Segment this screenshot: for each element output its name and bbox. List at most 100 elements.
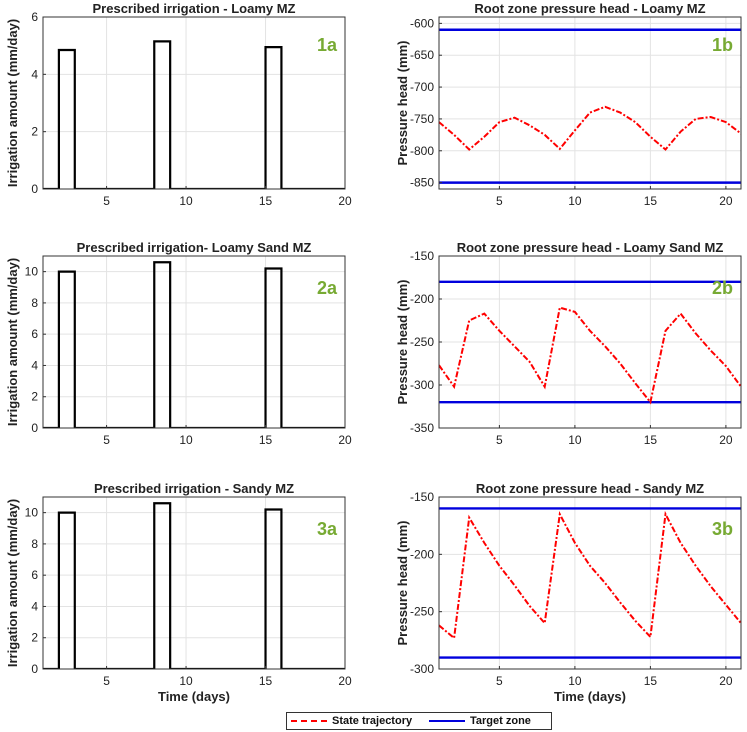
tick-label-x: 15 — [644, 194, 658, 208]
chart-title-1a: Prescribed irrigation - Loamy MZ — [93, 1, 296, 16]
tick-label-x: 10 — [179, 433, 193, 447]
tick-label-x: 5 — [496, 674, 503, 688]
tick-label-x: 5 — [103, 194, 110, 208]
axes-box — [438, 496, 742, 670]
plot-area-3b — [439, 507, 741, 659]
state-trajectory-2b — [439, 306, 741, 405]
tick-label-y: -200 — [410, 547, 434, 561]
plot-area-1b — [439, 28, 741, 184]
panel-label-2a: 2a — [317, 278, 338, 298]
tick-label-y: -800 — [410, 144, 434, 158]
tick-label-y: 10 — [25, 265, 39, 279]
tick-label-x: 10 — [179, 674, 193, 688]
bar-2a-0 — [59, 272, 75, 428]
tick-label-x: 10 — [179, 194, 193, 208]
tick-label-x: 15 — [644, 674, 658, 688]
bar-1a-2 — [266, 47, 282, 189]
legend-item-state: State trajectory — [291, 713, 412, 729]
axes-box — [42, 496, 346, 670]
x-axis-label-3a: Time (days) — [158, 689, 230, 704]
panel-3b: 5 10 15 20 -300 -250 -200 -150 Root zone pressur… — [395, 481, 742, 704]
irrigation-series — [43, 261, 345, 428]
tick-label-y: -250 — [410, 335, 434, 349]
chart-title-3b: Root zone pressure head - Sandy MZ — [476, 481, 704, 496]
bar-3a-0 — [59, 513, 75, 669]
bar-1a-1 — [154, 41, 170, 189]
panel-label-2b: 2b — [712, 278, 733, 298]
panel-1b: 5 10 15 20 -850 -800 -750 -700 -650 -600 Root zone… — [395, 1, 742, 208]
tick-label-y: -250 — [410, 605, 434, 619]
tick-label-x: 15 — [644, 433, 658, 447]
tick-label-y: -350 — [410, 421, 434, 435]
tick-label-y: 6 — [31, 568, 38, 582]
bar-2a-2 — [266, 269, 282, 428]
tick-label-x: 20 — [719, 433, 733, 447]
tick-label-y: 4 — [31, 599, 38, 613]
axes-box — [42, 255, 346, 429]
tick-label-x: 20 — [338, 194, 352, 208]
tick-label-x: 10 — [568, 433, 582, 447]
tick-label-y: -650 — [410, 48, 434, 62]
tick-label-x: 15 — [259, 674, 273, 688]
chart-title-1b: Root zone pressure head - Loamy MZ — [474, 1, 705, 16]
chart-title-2a: Prescribed irrigation- Loamy Sand MZ — [77, 240, 312, 255]
tick-label-x: 5 — [103, 433, 110, 447]
legend-line-target — [429, 720, 465, 722]
plot-area-2a — [43, 261, 345, 428]
y-axis-label-2b: Pressure head (mm) — [395, 280, 410, 405]
tick-label-y: -300 — [410, 378, 434, 392]
panel-label-1b: 1b — [712, 35, 733, 55]
tick-label-x: 20 — [338, 433, 352, 447]
plot-area-3a — [43, 502, 345, 669]
tick-label-y: -150 — [410, 490, 434, 504]
state-trajectory-3b — [439, 510, 741, 640]
legend-label-state: State trajectory — [332, 715, 413, 727]
tick-label-y: 6 — [31, 327, 38, 341]
irrigation-series — [43, 502, 345, 669]
state-trajectory-1b — [439, 105, 741, 151]
tick-label-y: 0 — [31, 182, 38, 196]
tick-label-x: 20 — [719, 674, 733, 688]
tick-label-y: 8 — [31, 296, 38, 310]
tick-label-y: 8 — [31, 537, 38, 551]
chart-title-2b: Root zone pressure head - Loamy Sand MZ — [457, 240, 724, 255]
y-axis-label-3a: Irrigation amount (mm/day) — [5, 499, 20, 667]
tick-label-x: 5 — [103, 674, 110, 688]
tick-label-y: 2 — [31, 631, 38, 645]
tick-label-x: 20 — [719, 194, 733, 208]
bar-1a-0 — [59, 50, 75, 189]
y-axis-label-2a: Irrigation amount (mm/day) — [5, 258, 20, 426]
y-axis-label-1a: Irrigation amount (mm/day) — [5, 19, 20, 187]
x-axis-label-3b: Time (days) — [554, 689, 626, 704]
tick-label-y: 0 — [31, 421, 38, 435]
tick-label-y: 6 — [31, 10, 38, 24]
tick-label-y: -150 — [410, 249, 434, 263]
chart-title-3a: Prescribed irrigation - Sandy MZ — [94, 481, 294, 496]
plot-area-1a — [43, 40, 345, 189]
tick-label-x: 10 — [568, 674, 582, 688]
panel-2b: 5 10 15 20 -350 -300 -250 -200 -150 Root zone pre… — [395, 240, 742, 447]
tick-label-x: 20 — [338, 674, 352, 688]
axes-box — [42, 16, 346, 190]
tick-label-y: 2 — [31, 390, 38, 404]
tick-label-y: -700 — [410, 80, 434, 94]
tick-label-y: -600 — [410, 16, 434, 30]
tick-label-y: 0 — [31, 662, 38, 676]
tick-label-y: -850 — [410, 176, 434, 190]
y-axis-label-1b: Pressure head (mm) — [395, 41, 410, 166]
panel-label-1a: 1a — [317, 35, 338, 55]
legend: State trajectory Target zone — [286, 712, 552, 730]
irrigation-series — [43, 40, 345, 189]
tick-label-y: 4 — [31, 358, 38, 372]
tick-label-y: -300 — [410, 662, 434, 676]
panel-label-3b: 3b — [712, 519, 733, 539]
tick-label-y: 10 — [25, 506, 39, 520]
legend-line-state — [291, 720, 327, 722]
tick-label-x: 15 — [259, 194, 273, 208]
tick-label-y: 4 — [31, 67, 38, 81]
y-axis-label-3b: Pressure head (mm) — [395, 521, 410, 646]
bar-3a-2 — [266, 510, 282, 669]
tick-label-x: 5 — [496, 194, 503, 208]
legend-label-target: Target zone — [470, 715, 531, 727]
tick-label-y: -750 — [410, 112, 434, 126]
